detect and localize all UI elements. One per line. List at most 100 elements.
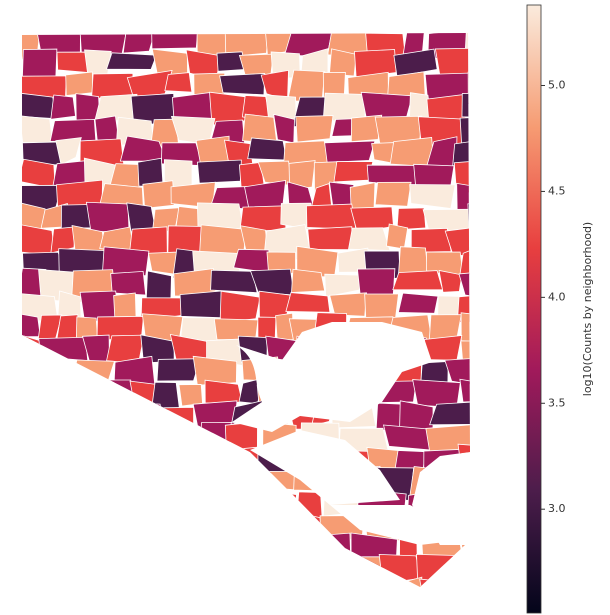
neighborhood bbox=[222, 467, 263, 491]
neighborhood bbox=[132, 536, 178, 560]
neighborhood bbox=[454, 580, 470, 587]
neighborhood bbox=[254, 515, 279, 542]
neighborhood bbox=[22, 509, 53, 537]
neighborhood bbox=[142, 427, 168, 457]
harbor bbox=[232, 322, 432, 432]
neighborhood bbox=[47, 360, 78, 387]
neighborhood bbox=[60, 426, 94, 457]
neighborhood bbox=[361, 582, 410, 587]
colorbar-tick-label: 4.5 bbox=[548, 184, 566, 197]
neighborhood bbox=[85, 201, 130, 233]
neighborhood bbox=[425, 423, 470, 454]
neighborhood bbox=[460, 536, 470, 564]
neighborhood bbox=[397, 292, 439, 314]
neighborhood bbox=[95, 468, 136, 499]
neighborhood bbox=[250, 577, 287, 587]
neighborhood bbox=[291, 268, 326, 293]
neighborhood bbox=[49, 118, 97, 142]
neighborhood bbox=[333, 161, 374, 183]
neighborhood bbox=[141, 449, 184, 475]
neighborhood bbox=[22, 158, 56, 190]
neighborhood bbox=[46, 493, 93, 519]
neighborhood bbox=[297, 537, 317, 568]
neighborhood bbox=[22, 489, 51, 526]
neighborhood bbox=[22, 115, 54, 144]
neighborhood bbox=[460, 340, 470, 364]
neighborhood bbox=[324, 140, 376, 163]
neighborhood bbox=[156, 358, 201, 382]
neighborhood bbox=[423, 448, 463, 474]
neighborhood bbox=[164, 72, 193, 93]
neighborhood bbox=[459, 116, 470, 145]
neighborhood bbox=[175, 532, 203, 562]
neighborhood bbox=[295, 115, 334, 143]
neighborhood bbox=[319, 556, 353, 583]
neighborhood bbox=[467, 203, 470, 235]
neighborhood bbox=[22, 425, 66, 448]
neighborhood bbox=[410, 227, 452, 253]
neighborhood bbox=[175, 488, 205, 521]
neighborhood bbox=[55, 582, 89, 587]
neighborhood bbox=[220, 512, 260, 540]
neighborhood bbox=[22, 313, 41, 338]
neighborhood bbox=[354, 49, 397, 78]
neighborhood bbox=[124, 576, 151, 587]
neighborhood bbox=[247, 137, 288, 161]
neighborhood bbox=[170, 424, 205, 454]
neighborhood bbox=[350, 114, 383, 143]
neighborhood bbox=[71, 514, 99, 545]
neighborhood bbox=[56, 51, 89, 74]
neighborhood bbox=[444, 226, 470, 257]
neighborhood bbox=[438, 269, 463, 293]
neighborhood bbox=[144, 581, 179, 587]
neighborhood bbox=[464, 33, 470, 56]
neighborhood bbox=[109, 449, 141, 474]
neighborhood bbox=[436, 467, 470, 497]
neighborhood bbox=[65, 71, 94, 96]
colorbar-tick-label: 3.0 bbox=[548, 502, 566, 515]
neighborhood bbox=[105, 52, 158, 70]
neighborhood bbox=[147, 554, 186, 584]
neighborhood bbox=[374, 181, 412, 207]
neighborhood bbox=[275, 556, 321, 587]
neighborhood bbox=[60, 204, 92, 229]
neighborhood bbox=[178, 384, 203, 407]
neighborhood bbox=[272, 509, 301, 546]
colorbar-tick-label: 5.0 bbox=[548, 79, 566, 92]
neighborhood bbox=[285, 292, 331, 313]
neighborhood bbox=[419, 578, 458, 587]
neighborhood bbox=[450, 558, 470, 586]
neighborhood bbox=[210, 269, 258, 294]
neighborhood bbox=[403, 576, 423, 587]
neighborhood bbox=[185, 511, 218, 543]
neighborhood bbox=[279, 532, 298, 565]
neighborhood bbox=[114, 424, 143, 455]
neighborhood bbox=[126, 69, 173, 99]
neighborhood bbox=[127, 402, 165, 428]
colorbar-label: log10(Counts by neighborhood) bbox=[581, 222, 594, 396]
neighborhood bbox=[94, 512, 140, 544]
neighborhood bbox=[329, 292, 367, 317]
neighborhood bbox=[382, 424, 432, 451]
neighborhood bbox=[110, 270, 147, 296]
neighborhood bbox=[219, 73, 266, 96]
neighborhood bbox=[198, 533, 233, 559]
neighborhood bbox=[429, 401, 470, 426]
neighborhood bbox=[138, 489, 179, 521]
neighborhood bbox=[242, 492, 266, 523]
neighborhood bbox=[455, 510, 470, 547]
neighborhood bbox=[101, 379, 136, 413]
neighborhood bbox=[115, 557, 149, 587]
neighborhood bbox=[50, 94, 77, 120]
neighborhood bbox=[273, 113, 295, 144]
neighborhood bbox=[22, 223, 56, 257]
neighborhood bbox=[147, 251, 178, 275]
neighborhood bbox=[461, 93, 470, 118]
neighborhood bbox=[22, 558, 44, 580]
neighborhood bbox=[142, 180, 175, 209]
neighborhood bbox=[219, 290, 261, 324]
neighborhood bbox=[224, 33, 269, 58]
neighborhood bbox=[130, 471, 176, 500]
neighborhood bbox=[105, 493, 139, 519]
